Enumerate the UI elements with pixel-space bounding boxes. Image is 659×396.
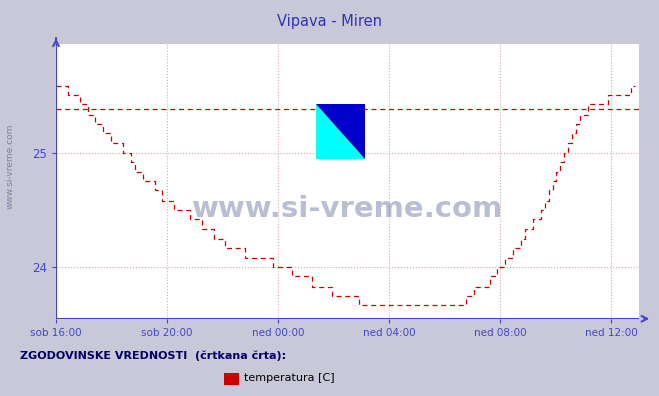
Polygon shape xyxy=(316,104,365,159)
Text: temperatura [C]: temperatura [C] xyxy=(244,373,335,383)
Text: www.si-vreme.com: www.si-vreme.com xyxy=(192,195,503,223)
Text: ZGODOVINSKE VREDNOSTI  (črtkana črta):: ZGODOVINSKE VREDNOSTI (črtkana črta): xyxy=(20,350,286,361)
Polygon shape xyxy=(316,104,365,159)
Text: www.si-vreme.com: www.si-vreme.com xyxy=(5,124,14,209)
Text: Vipava - Miren: Vipava - Miren xyxy=(277,14,382,29)
Polygon shape xyxy=(316,104,365,159)
